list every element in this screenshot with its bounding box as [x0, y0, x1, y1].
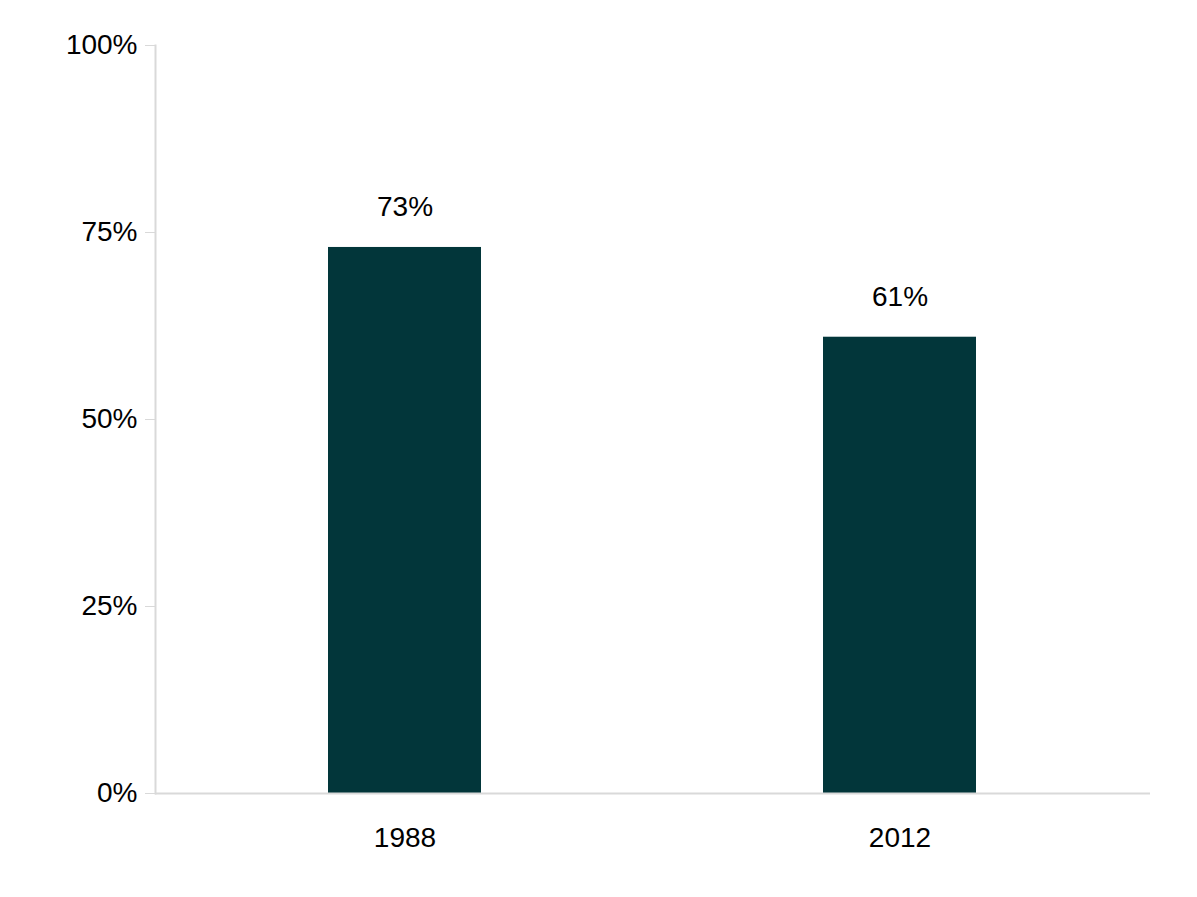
svg-text:2012: 2012 — [869, 822, 931, 853]
svg-text:50%: 50% — [81, 403, 137, 434]
svg-text:75%: 75% — [81, 216, 137, 247]
svg-text:25%: 25% — [81, 590, 137, 621]
svg-text:100%: 100% — [66, 29, 138, 60]
svg-text:61%: 61% — [872, 281, 928, 312]
svg-text:1988: 1988 — [374, 822, 436, 853]
svg-text:73%: 73% — [377, 191, 433, 222]
svg-text:0%: 0% — [97, 777, 137, 808]
